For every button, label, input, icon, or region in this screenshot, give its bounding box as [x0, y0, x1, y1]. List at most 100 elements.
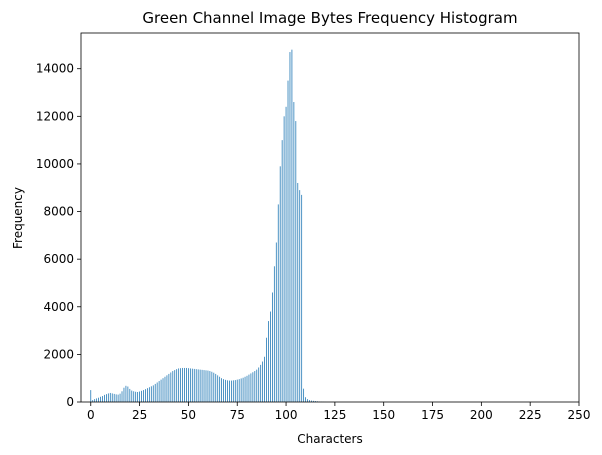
bar-56 — [199, 369, 201, 402]
bar-37 — [162, 378, 164, 402]
bar-2 — [94, 399, 96, 402]
bar-43 — [174, 370, 176, 402]
bar-78 — [242, 377, 244, 402]
x-tick-label: 225 — [519, 408, 542, 422]
x-tick-label: 50 — [181, 408, 196, 422]
bar-39 — [166, 375, 168, 402]
x-tick-label: 200 — [470, 408, 493, 422]
bar-89 — [264, 356, 265, 402]
bar-104 — [293, 102, 295, 402]
bar-70 — [227, 380, 228, 402]
bar-79 — [244, 376, 246, 402]
bar-28 — [145, 389, 146, 402]
bar-81 — [248, 374, 250, 402]
bar-5 — [100, 396, 101, 402]
bar-67 — [221, 378, 222, 402]
bar-51 — [189, 368, 191, 402]
bar-9 — [107, 393, 109, 402]
bar-35 — [158, 381, 160, 402]
bar-16 — [121, 391, 123, 402]
y-tick-label: 0 — [66, 395, 74, 409]
bar-97 — [279, 166, 281, 402]
bars-layer — [90, 49, 326, 403]
bar-72 — [230, 380, 232, 402]
bar-42 — [172, 371, 174, 402]
bar-86 — [258, 367, 260, 402]
bar-115 — [314, 401, 316, 402]
bar-45 — [178, 368, 180, 402]
bar-26 — [141, 390, 142, 402]
plot-frame — [80, 32, 580, 403]
bar-47 — [182, 367, 183, 402]
bar-41 — [170, 372, 172, 402]
bar-38 — [164, 376, 166, 402]
bar-111 — [307, 399, 308, 402]
x-tick-label: 175 — [421, 408, 444, 422]
y-tick-label: 6000 — [43, 252, 74, 266]
bar-12 — [113, 393, 115, 402]
bar-94 — [273, 266, 275, 402]
y-tick-label: 8000 — [43, 205, 74, 219]
y-axis-ticks: 0 2000 4000 6000 8000 10000 12000 14000 — [36, 62, 81, 409]
bar-73 — [232, 380, 234, 402]
bar-59 — [205, 370, 207, 402]
bar-95 — [275, 242, 277, 402]
bar-29 — [147, 388, 148, 402]
x-axis-label: Characters — [297, 432, 363, 446]
bar-102 — [289, 52, 291, 403]
bar-54 — [195, 369, 197, 402]
bar-25 — [139, 391, 140, 402]
bar-22 — [133, 391, 135, 402]
bar-109 — [303, 388, 305, 402]
x-tick-label: 150 — [372, 408, 395, 422]
bar-68 — [223, 379, 224, 402]
bar-8 — [106, 394, 107, 402]
bar-21 — [131, 390, 133, 402]
bar-103 — [291, 49, 293, 402]
bar-96 — [277, 204, 279, 402]
bar-105 — [295, 121, 297, 402]
bar-33 — [154, 383, 156, 402]
bar-69 — [225, 379, 226, 402]
bar-76 — [238, 379, 240, 402]
bar-63 — [213, 372, 215, 402]
bar-30 — [148, 387, 150, 402]
bar-53 — [193, 368, 195, 402]
bar-0 — [90, 390, 92, 402]
bar-36 — [160, 379, 162, 402]
bar-112 — [309, 400, 310, 402]
bar-13 — [115, 394, 117, 402]
bar-32 — [152, 385, 154, 402]
x-tick-label: 75 — [230, 408, 245, 422]
bar-11 — [111, 393, 113, 402]
bar-6 — [102, 396, 103, 402]
x-axis-ticks: 0 25 50 75 100 125 150 175 200 225 250 — [87, 402, 590, 422]
bar-55 — [197, 369, 199, 402]
bar-19 — [127, 386, 129, 402]
bar-93 — [272, 292, 273, 402]
bar-88 — [262, 361, 264, 402]
bar-113 — [311, 400, 312, 402]
bar-106 — [297, 182, 299, 402]
bar-64 — [215, 373, 217, 402]
y-axis-label: Frequency — [11, 187, 25, 249]
bar-101 — [287, 80, 289, 403]
bar-99 — [283, 116, 285, 402]
x-tick-label: 125 — [323, 408, 346, 422]
bar-31 — [150, 386, 152, 402]
bar-40 — [168, 373, 170, 402]
x-tick-label: 0 — [87, 408, 95, 422]
chart-title: Green Channel Image Bytes Frequency Hist… — [142, 9, 517, 27]
bar-58 — [203, 370, 205, 402]
bar-62 — [211, 371, 213, 402]
bar-100 — [285, 106, 287, 403]
bar-34 — [156, 382, 158, 402]
bar-114 — [313, 400, 314, 402]
bar-3 — [96, 398, 98, 402]
bar-98 — [281, 140, 283, 402]
bar-18 — [125, 385, 127, 402]
bar-65 — [217, 375, 219, 402]
bar-66 — [219, 376, 221, 402]
